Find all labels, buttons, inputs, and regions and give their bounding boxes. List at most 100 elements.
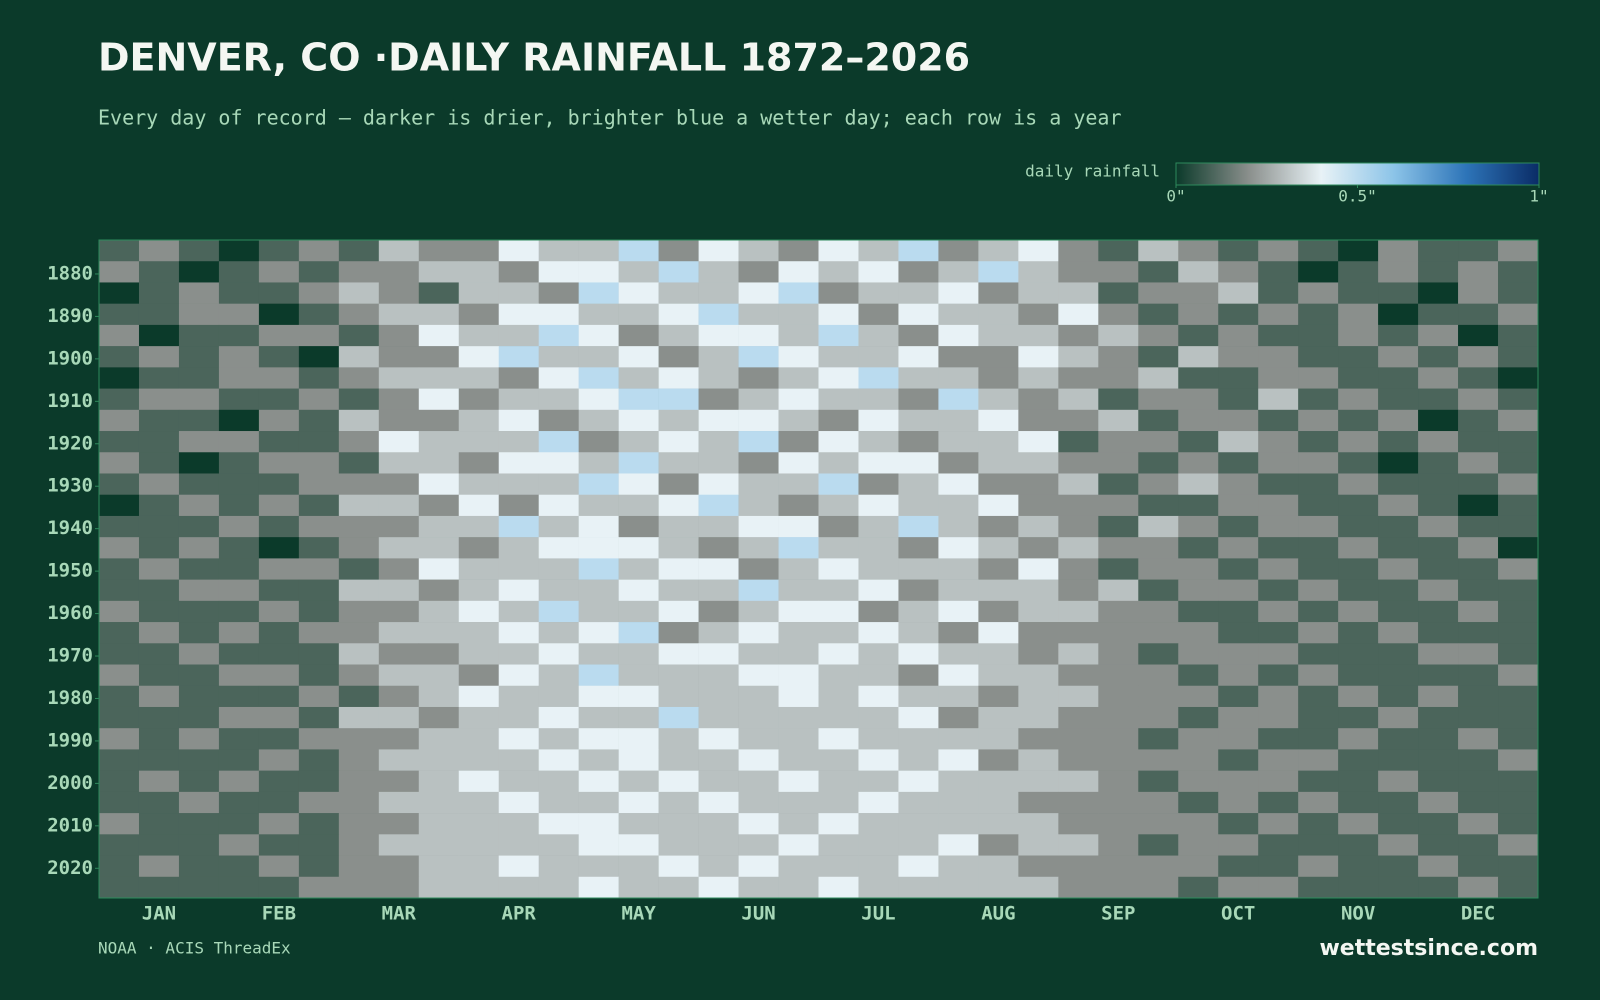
cell [698,367,739,389]
cell [298,664,340,687]
cell [218,685,260,708]
cell [1258,431,1299,453]
cell [1098,664,1139,687]
cell [978,431,1019,453]
cell [1098,494,1139,517]
cell [1258,685,1299,708]
cell [338,685,380,708]
cell [1098,579,1139,602]
cell [978,240,1019,262]
cell [418,643,460,665]
cell [178,452,220,474]
cell [218,240,260,262]
cell [658,494,699,517]
cell [1458,664,1499,687]
cell [1298,388,1339,411]
cell [578,876,619,899]
cell [738,494,779,517]
cell [538,685,579,708]
cell [1418,473,1459,496]
cell [138,834,180,856]
cell [1378,515,1419,538]
cell [738,855,779,878]
cell [99,579,140,602]
cell [938,728,979,750]
cell [978,346,1019,368]
cell [418,600,460,623]
cell [338,643,380,665]
cell [1098,834,1139,856]
cell [618,855,659,878]
cell [1098,622,1139,644]
cell [1338,452,1379,474]
cell [1298,643,1339,665]
cell [498,813,539,835]
cell [738,813,779,835]
cell [178,622,220,644]
cell [1258,473,1299,496]
cell [578,558,619,580]
cell [258,855,300,878]
cell [1058,494,1099,517]
cell [578,324,619,347]
cell [218,431,260,453]
cell [1298,431,1339,453]
cell [658,770,699,793]
cell [858,409,899,432]
cell [698,346,739,368]
cell [1058,876,1099,899]
cell [738,664,779,687]
cell [99,834,140,856]
cell [1458,622,1499,644]
cell [178,303,220,326]
cell [1378,346,1419,368]
cell [178,515,220,538]
cell [338,240,380,262]
cell [778,728,819,750]
cell [1018,282,1059,304]
cell [1498,324,1539,347]
cell [258,749,300,771]
cell [298,622,340,644]
cell [1298,813,1339,835]
cell [938,643,979,665]
cell [1338,600,1379,623]
cell [1378,622,1419,644]
cell [858,706,899,729]
cell [498,685,539,708]
cell [1018,303,1059,326]
cell [578,452,619,474]
cell [578,664,619,687]
cell [1018,261,1059,283]
cell [138,324,180,347]
cell [1458,770,1499,793]
cell [1058,685,1099,708]
cell [1298,473,1339,496]
cell [1098,706,1139,729]
cell [99,537,140,559]
cell [1258,855,1299,878]
cell [618,558,659,580]
cell [538,749,579,771]
cell [1298,494,1339,517]
cell [338,855,380,878]
cell [1138,537,1179,559]
cell [858,282,899,304]
cell [1458,749,1499,771]
cell [738,431,779,453]
cell [978,834,1019,856]
cell [218,537,260,559]
cell [738,346,779,368]
cell [818,813,859,835]
cell [1018,579,1059,602]
cell [538,664,579,687]
cell [1258,770,1299,793]
cell [1418,388,1459,411]
cell [538,813,579,835]
cell [1418,876,1459,899]
cell [898,622,939,644]
cell [1218,409,1259,432]
cell [1098,346,1139,368]
cell [578,728,619,750]
cell [978,558,1019,580]
